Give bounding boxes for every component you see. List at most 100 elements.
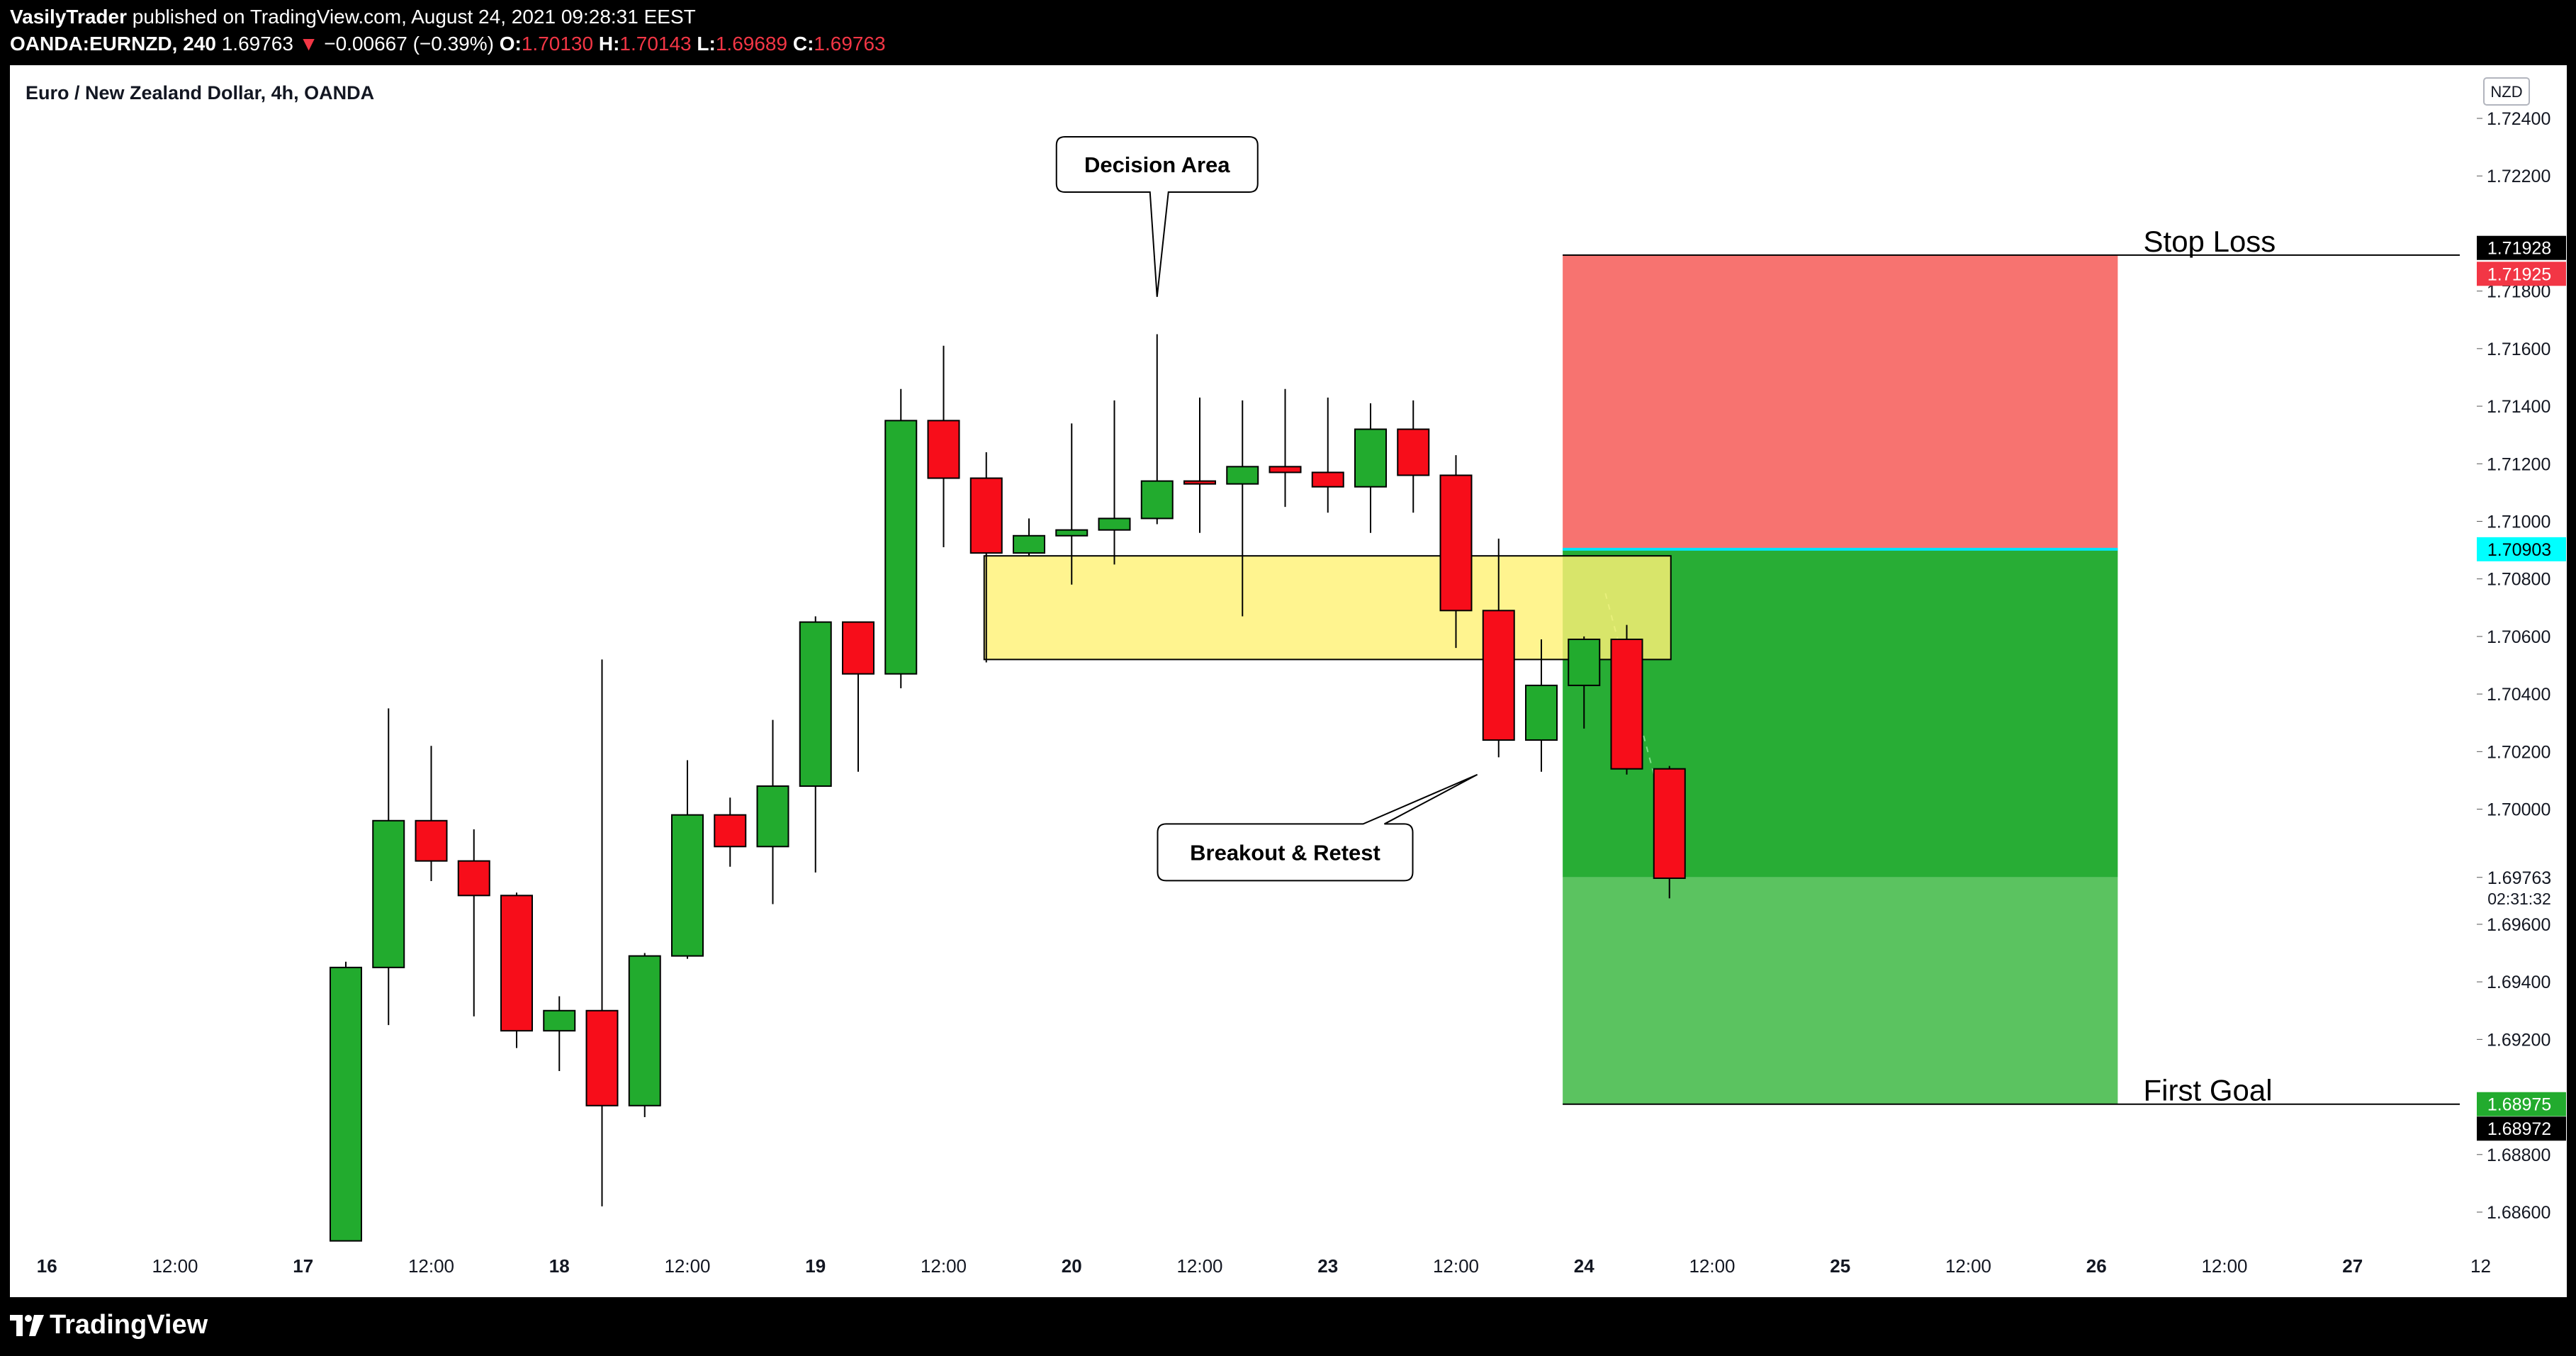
candle-10 [756, 719, 789, 904]
stop-loss-annotation: Stop Loss [2144, 225, 2276, 258]
callout-bubble [1157, 773, 1478, 882]
y-tick-label: 1.70000 [2487, 800, 2550, 820]
candle-22 [1269, 388, 1302, 508]
candle-31 [1653, 766, 1686, 899]
position-tool[interactable] [1563, 254, 2118, 1104]
candle-body [842, 621, 874, 675]
candle-7 [628, 953, 661, 1118]
candle-body [415, 819, 448, 862]
y-tick-label: 1.68600 [2487, 1203, 2550, 1223]
ohlc-line: OANDA:EURNZD, 240 1.69763 ▼ −0.00667 (−0… [10, 33, 886, 55]
stop-loss-area[interactable] [1563, 254, 2118, 549]
y-tick-label: 1.68800 [2487, 1145, 2550, 1165]
candles [330, 334, 1686, 1242]
candle-27 [1482, 538, 1515, 758]
candle-body [1482, 610, 1515, 741]
callout-text: Decision Area [1084, 152, 1230, 177]
candle-body [1183, 480, 1216, 485]
price-label-bg [2477, 262, 2566, 286]
price-label-text: 1.70903 [2487, 540, 2551, 560]
candle-body [799, 621, 832, 788]
x-tick-label: 12:00 [2201, 1255, 2247, 1277]
low-label: L: [697, 33, 716, 55]
candle-26 [1439, 455, 1473, 649]
last-price-label[interactable]: 1.69763 02:31:32 [2477, 863, 2566, 909]
candle-body [1140, 480, 1174, 520]
candle-29 [1568, 636, 1601, 729]
candle-17 [1055, 423, 1089, 585]
candle-15 [969, 452, 1003, 663]
candle-13 [884, 388, 918, 688]
y-tick-label: 1.71000 [2487, 512, 2550, 532]
price-label-bg [2477, 1116, 2566, 1141]
candle-body [372, 819, 405, 968]
price-label-1.68975[interactable]: 1.68975 [2477, 1092, 2566, 1116]
y-tick-label: 1.70600 [2487, 627, 2550, 647]
candlestick-chart[interactable]: Decision Area Breakout & Retest Stop Loss F… [10, 65, 2567, 1297]
publisher-name[interactable]: VasilyTrader [10, 6, 128, 28]
x-tick-label: 25 [1830, 1255, 1850, 1277]
y-tick-label: 1.69200 [2487, 1030, 2550, 1050]
candle-body [671, 814, 704, 957]
tradingview-logo-text: TradingView [50, 1310, 208, 1340]
price-label-text: 1.71928 [2487, 239, 2551, 259]
decision-zone-rect[interactable] [983, 555, 1672, 661]
x-tick-label: 19 [805, 1255, 826, 1277]
y-tick-label: 1.70800 [2487, 570, 2550, 590]
breakout-retest-annotation: Breakout & Retest [1157, 773, 1478, 882]
price-label-1.71925[interactable]: 1.71925 [2477, 262, 2566, 286]
candle-4 [500, 892, 533, 1048]
currency-label: NZD [2490, 83, 2522, 101]
tradingview-logo[interactable]: TradingView [10, 1310, 208, 1340]
candle-16 [1013, 518, 1045, 556]
price-axis[interactable]: 1.724001.722001.718001.716001.714001.712… [2477, 109, 2566, 1223]
stop-loss-label: Stop Loss [2144, 225, 2276, 258]
x-tick-label: 23 [1317, 1255, 1338, 1277]
candle-body [330, 966, 362, 1242]
x-tick-label: 12:00 [1945, 1255, 1991, 1277]
candle-body [1610, 638, 1643, 770]
target-area[interactable] [1563, 877, 2118, 1104]
candle-body [1013, 534, 1045, 554]
price-label-1.71928[interactable]: 1.71928 [2477, 235, 2566, 260]
candle-30 [1610, 624, 1643, 775]
decision-zone[interactable] [983, 555, 1672, 661]
currency-badge[interactable]: NZD [2483, 77, 2530, 106]
y-tick-label: 1.70400 [2487, 685, 2550, 705]
annotations: Decision Area Breakout & Retest Stop Loss F… [1055, 135, 2276, 1107]
candle-body [1354, 428, 1387, 488]
candle-body [756, 785, 789, 848]
candle-12 [842, 621, 874, 772]
candle-20 [1183, 397, 1216, 533]
candle-21 [1226, 400, 1259, 617]
price-label-1.68972[interactable]: 1.68972 [2477, 1116, 2566, 1141]
first-goal-annotation: First Goal [2144, 1074, 2273, 1107]
x-tick-label: 12:00 [1689, 1255, 1735, 1277]
x-tick-label: 12 [2470, 1255, 2491, 1277]
candle-5 [543, 996, 576, 1072]
x-tick-label: 27 [2342, 1255, 2363, 1277]
x-tick-label: 12:00 [1433, 1255, 1479, 1277]
y-tick-label: 1.71400 [2487, 397, 2550, 417]
candle-body [1397, 428, 1430, 476]
high-value: 1.70143 [619, 33, 692, 55]
price-label-bg [2477, 537, 2566, 561]
x-tick-label: 20 [1062, 1255, 1082, 1277]
countdown-text: 02:31:32 [2487, 890, 2551, 908]
x-tick-label: 12:00 [664, 1255, 710, 1277]
x-tick-label: 18 [549, 1255, 570, 1277]
candle-8 [671, 760, 704, 959]
candle-19 [1140, 334, 1174, 525]
candle-body [1269, 466, 1302, 474]
first-goal-label: First Goal [2144, 1074, 2273, 1107]
candle-body [543, 1009, 576, 1032]
x-tick-label: 12:00 [152, 1255, 198, 1277]
callout-text: Breakout & Retest [1190, 840, 1380, 865]
y-tick-label: 1.69600 [2487, 915, 2550, 935]
candle-2 [415, 746, 448, 882]
level-lines [1563, 254, 2460, 1105]
price-label-1.70903[interactable]: 1.70903 [2477, 537, 2566, 561]
candle-9 [714, 797, 747, 867]
y-tick-label: 1.71600 [2487, 340, 2550, 359]
time-axis[interactable]: 16 12:00 17 12:00 18 12:00 19 12:00 20 12:00 23 12:… [37, 1255, 2491, 1277]
